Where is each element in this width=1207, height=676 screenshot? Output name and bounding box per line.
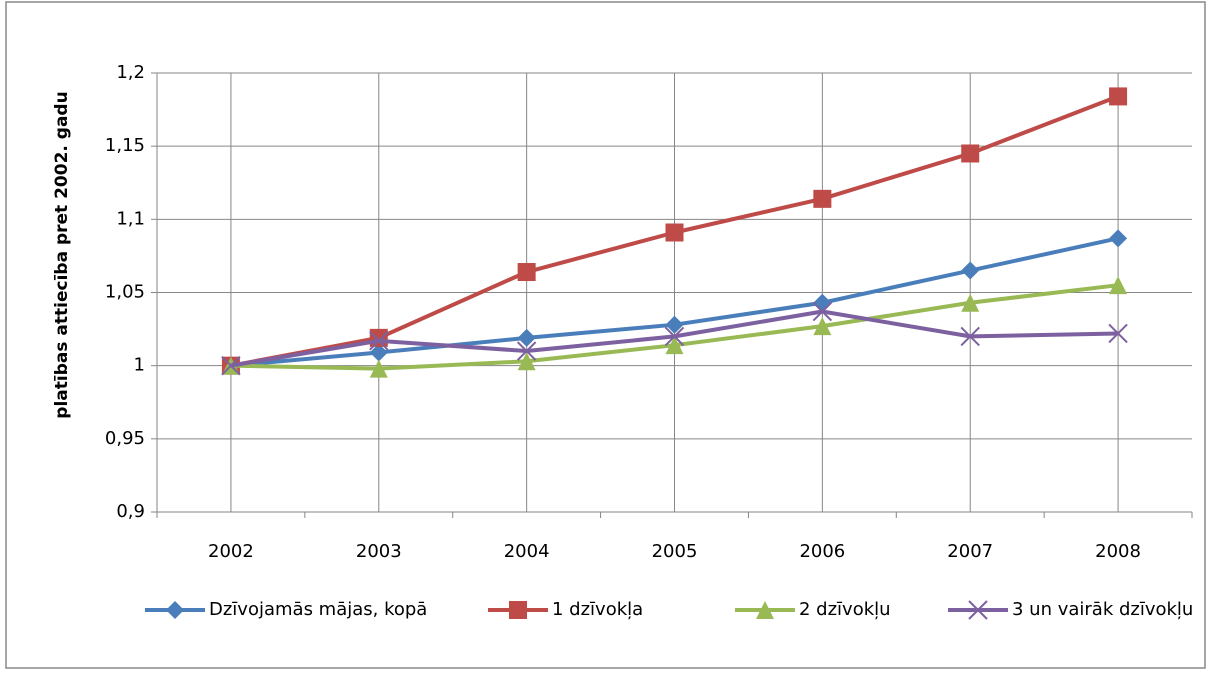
legend-marker — [166, 601, 184, 619]
legend-label: 3 un vairāk dzīvokļu — [1012, 599, 1193, 620]
legend-label: Dzīvojamās mājas, kopā — [209, 599, 427, 620]
point — [221, 355, 241, 376]
legend-marker — [756, 601, 774, 619]
legend-marker — [509, 601, 527, 619]
point — [517, 328, 536, 347]
x-tick-label: 2008 — [1095, 541, 1141, 562]
y-tick-label: 1,1 — [116, 208, 145, 229]
point — [369, 328, 388, 347]
x-tick-label: 2007 — [947, 541, 993, 562]
y-tick-label: 1,15 — [105, 135, 145, 156]
legend-marker — [968, 600, 988, 620]
point — [1109, 276, 1128, 295]
legend-label: 1 dzīvokļa — [552, 599, 643, 620]
point — [369, 343, 388, 362]
x-tick-label: 2005 — [652, 541, 698, 562]
x-tick-label: 2006 — [799, 541, 845, 562]
point — [960, 326, 980, 347]
point — [665, 223, 684, 242]
y-tick-label: 1 — [134, 355, 145, 376]
point — [961, 261, 980, 280]
point — [517, 263, 536, 282]
point — [812, 301, 833, 322]
y-axis-label: platības attiecība pret 2002. gadu — [52, 91, 72, 418]
point — [1109, 87, 1128, 106]
point — [516, 341, 537, 361]
point — [369, 331, 389, 351]
legend-label: 2 dzīvokļu — [799, 599, 891, 620]
x-tick-label: 2002 — [208, 541, 254, 562]
point — [813, 189, 832, 208]
y-tick-label: 1,05 — [105, 282, 145, 303]
point — [961, 144, 980, 163]
x-tick-label: 2003 — [356, 541, 402, 562]
point — [961, 293, 980, 312]
y-tick-label: 1,2 — [116, 62, 145, 83]
point — [665, 336, 684, 355]
point — [813, 317, 832, 336]
y-tick-label: 0,95 — [105, 428, 145, 449]
point — [1109, 229, 1128, 248]
point — [664, 326, 685, 347]
point — [517, 352, 536, 371]
point — [1108, 323, 1128, 344]
x-tick-label: 2004 — [504, 541, 550, 562]
point — [369, 359, 388, 378]
point — [665, 315, 684, 334]
y-tick-label: 0,9 — [116, 501, 145, 522]
